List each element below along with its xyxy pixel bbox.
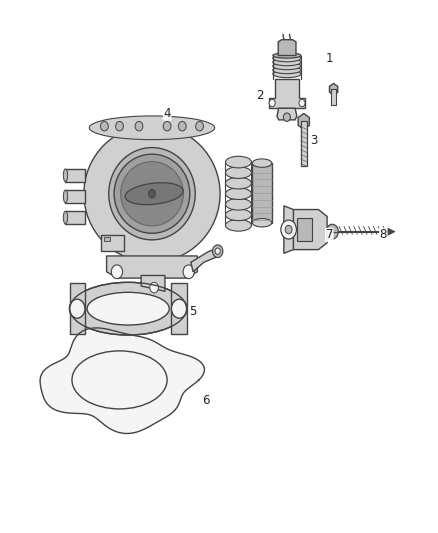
Polygon shape — [278, 39, 296, 55]
Circle shape — [111, 265, 123, 279]
Ellipse shape — [84, 125, 220, 262]
Ellipse shape — [226, 209, 251, 221]
Polygon shape — [277, 108, 297, 120]
Polygon shape — [141, 276, 165, 292]
Circle shape — [135, 122, 143, 131]
Bar — [301, 122, 307, 166]
Ellipse shape — [273, 54, 301, 62]
Text: 3: 3 — [311, 134, 318, 148]
Ellipse shape — [64, 211, 67, 224]
Ellipse shape — [226, 167, 251, 179]
Circle shape — [100, 122, 108, 131]
Circle shape — [326, 224, 338, 239]
Circle shape — [163, 122, 171, 131]
Ellipse shape — [273, 70, 301, 78]
Ellipse shape — [72, 351, 167, 409]
Polygon shape — [40, 328, 205, 433]
Polygon shape — [66, 190, 85, 203]
Ellipse shape — [125, 183, 183, 205]
Polygon shape — [66, 211, 85, 224]
Ellipse shape — [70, 282, 187, 335]
Polygon shape — [329, 84, 338, 95]
Text: 2: 2 — [256, 88, 264, 102]
Ellipse shape — [226, 220, 251, 231]
Circle shape — [212, 245, 223, 257]
Text: 1: 1 — [325, 52, 333, 64]
Circle shape — [183, 265, 194, 279]
Ellipse shape — [120, 161, 184, 226]
Polygon shape — [388, 228, 395, 236]
Ellipse shape — [64, 190, 67, 203]
Bar — [332, 90, 336, 105]
Circle shape — [281, 220, 297, 239]
Circle shape — [150, 282, 159, 293]
Polygon shape — [284, 206, 293, 253]
Ellipse shape — [273, 62, 301, 70]
Ellipse shape — [273, 59, 301, 66]
Ellipse shape — [226, 188, 251, 199]
Circle shape — [116, 122, 124, 131]
Ellipse shape — [273, 53, 301, 58]
Circle shape — [171, 299, 187, 318]
Ellipse shape — [226, 177, 251, 189]
Ellipse shape — [114, 154, 190, 233]
Ellipse shape — [273, 67, 301, 74]
Ellipse shape — [109, 148, 195, 240]
Ellipse shape — [226, 156, 251, 168]
Polygon shape — [101, 235, 124, 251]
Polygon shape — [252, 163, 272, 223]
Polygon shape — [66, 169, 85, 182]
Text: 5: 5 — [189, 305, 197, 318]
Circle shape — [269, 99, 275, 107]
Text: 7: 7 — [325, 228, 333, 241]
Polygon shape — [298, 114, 309, 130]
Circle shape — [148, 190, 155, 198]
Polygon shape — [70, 284, 85, 334]
Ellipse shape — [89, 116, 215, 140]
Ellipse shape — [64, 169, 67, 182]
Polygon shape — [171, 284, 187, 334]
Circle shape — [178, 122, 186, 131]
Polygon shape — [106, 256, 198, 278]
Ellipse shape — [252, 219, 272, 227]
Circle shape — [283, 113, 290, 122]
Ellipse shape — [226, 198, 251, 210]
Circle shape — [196, 122, 203, 131]
Circle shape — [285, 225, 292, 234]
Ellipse shape — [87, 292, 169, 325]
Text: 8: 8 — [380, 228, 387, 241]
Bar — [103, 237, 110, 241]
Circle shape — [69, 299, 85, 318]
Ellipse shape — [252, 159, 272, 167]
Bar — [297, 218, 312, 241]
Text: 4: 4 — [163, 107, 171, 120]
Circle shape — [215, 248, 220, 254]
Polygon shape — [269, 79, 305, 108]
Polygon shape — [191, 246, 221, 272]
Circle shape — [299, 99, 305, 107]
Polygon shape — [293, 209, 327, 249]
Text: 6: 6 — [202, 394, 210, 408]
